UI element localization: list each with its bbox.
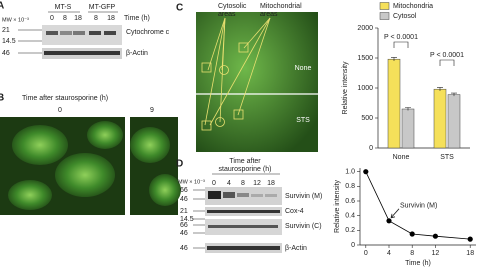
y-tick-label: 0.6 <box>345 198 355 205</box>
band-label: Cox-4 <box>285 208 304 215</box>
mw-label: MW × 10⁻³ <box>178 179 205 185</box>
panel-label: B <box>0 93 4 104</box>
error-bar <box>451 92 457 97</box>
marker: 46 <box>180 196 188 203</box>
band-label: Cytochrome c <box>126 29 170 36</box>
group-label: MT-GFP <box>89 4 116 11</box>
error-bar <box>405 107 411 111</box>
lane-label: 0 <box>50 15 54 22</box>
lane-label: 18 <box>267 180 275 187</box>
marker: 66 <box>180 222 188 229</box>
lane-label: 8 <box>241 180 245 187</box>
bar <box>447 94 461 149</box>
y-tick-label: 2000 <box>357 25 373 32</box>
group-label: MT-S <box>55 4 72 11</box>
legend-swatch <box>379 12 390 20</box>
panel-title: staurosporine (h) <box>219 166 272 173</box>
lane-label: 0 <box>212 180 216 187</box>
annotation: Survivin (M) <box>400 203 437 210</box>
y-axis-label: Relative intensity <box>334 180 341 233</box>
marker: 46 <box>2 50 10 57</box>
band-label: Survivin (M) <box>285 193 322 200</box>
error-bar <box>391 57 397 61</box>
lane-label: 8 <box>94 15 98 22</box>
lane-label: 8 <box>63 15 67 22</box>
band-label: β-Actin <box>285 245 307 252</box>
x-tick-label: 4 <box>387 250 391 257</box>
row-label: None <box>295 65 312 72</box>
area-label: areas <box>218 11 236 18</box>
time-label: 9 <box>150 107 154 114</box>
panel-label: A <box>0 1 4 12</box>
marker: 14.5 <box>180 216 194 223</box>
legend-swatch <box>379 2 390 10</box>
point <box>432 233 438 239</box>
marker: 21 <box>2 27 10 34</box>
annotation: P < 0.0001 <box>430 52 464 59</box>
mw-label: MW × 10⁻³ <box>2 17 29 23</box>
bar <box>387 58 401 149</box>
arrow <box>390 208 400 219</box>
y-tick-label: 1000 <box>357 85 373 92</box>
x-tick-label: STS <box>440 154 454 161</box>
lane-label: 18 <box>107 15 115 22</box>
lane-label: 18 <box>74 15 82 22</box>
point <box>467 236 473 242</box>
marker: 46 <box>180 230 188 237</box>
area-label: Mitochondrial <box>260 3 302 10</box>
y-tick-label: 0.8 <box>345 183 355 190</box>
panel-label: D <box>176 159 183 170</box>
y-tick-label: 0.2 <box>345 227 355 234</box>
y-tick-label: 0.4 <box>345 213 355 220</box>
band-label: β-Actin <box>126 50 148 57</box>
bar <box>401 108 415 149</box>
y-tick-label: 500 <box>361 115 373 122</box>
x-axis-label: Time (h) <box>405 260 431 267</box>
area-label: areas <box>260 11 278 18</box>
y-axis-label: Relative intensity <box>342 61 349 114</box>
y-tick-label: 1500 <box>357 55 373 62</box>
panel-label: C <box>176 3 183 14</box>
marker: 14.5 <box>2 38 16 45</box>
time-label: 0 <box>58 107 62 114</box>
error-bar <box>437 87 443 91</box>
x-tick-label: 12 <box>432 250 440 257</box>
marker: 46 <box>180 245 188 252</box>
y-tick-label: 1.0 <box>345 169 355 176</box>
micrograph <box>196 12 318 152</box>
legend-label: Cytosol <box>393 13 417 20</box>
point <box>409 231 415 237</box>
point <box>363 169 369 175</box>
marker: 21 <box>180 208 188 215</box>
y-tick-label: 0 <box>351 242 355 249</box>
time-label: Time (h) <box>124 15 150 22</box>
y-tick-label: 0 <box>369 145 373 152</box>
row-label: STS <box>296 117 310 124</box>
panel-title: Time after <box>229 158 261 165</box>
annotation: P < 0.0001 <box>384 34 418 41</box>
lane-label: 4 <box>227 180 231 187</box>
x-tick-label: None <box>393 154 410 161</box>
marker: 66 <box>180 187 188 194</box>
band-label: Survivin (C) <box>285 223 322 230</box>
legend-label: Mitochondria <box>393 3 433 10</box>
panel-title: Time after staurosporine (h) <box>22 95 108 102</box>
point <box>386 218 392 224</box>
x-tick-label: 8 <box>410 250 414 257</box>
area-label: Cytosolic <box>218 3 247 10</box>
lane-label: 12 <box>253 180 261 187</box>
x-tick-label: 18 <box>466 250 474 257</box>
bar <box>433 88 447 149</box>
x-tick-label: 0 <box>364 250 368 257</box>
